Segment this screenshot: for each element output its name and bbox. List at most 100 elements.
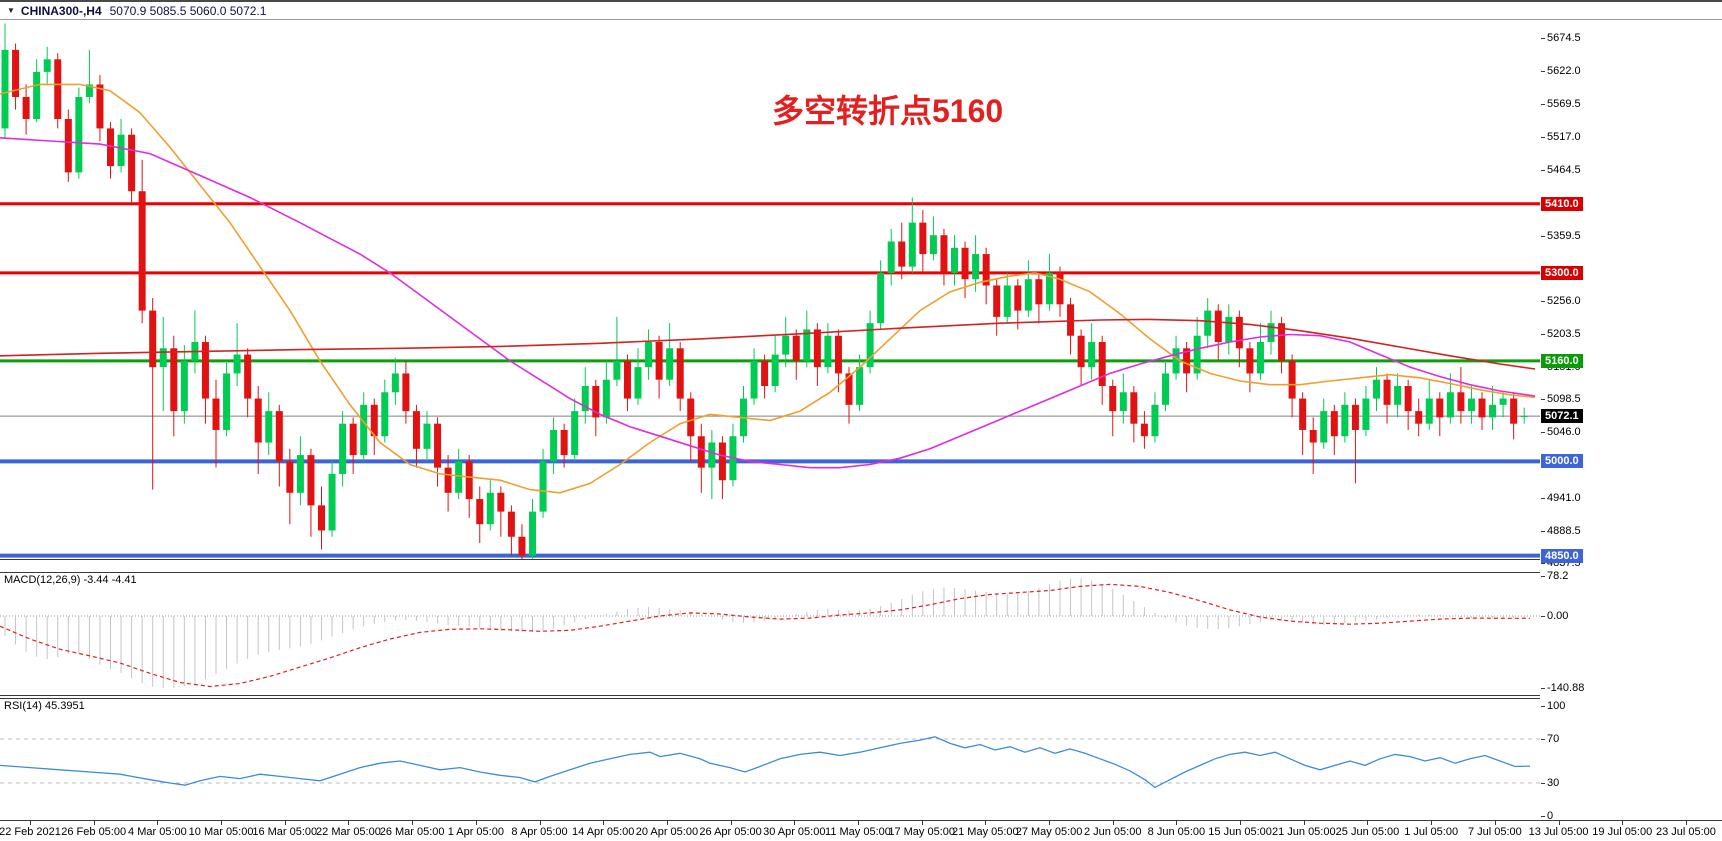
candle-body <box>940 235 948 273</box>
candle-body <box>1446 392 1454 418</box>
rsi-tick-100: 100 <box>1540 700 1566 713</box>
rsi-tick-0: 0 <box>1540 810 1554 823</box>
price-label-5300.0: 5300.0 <box>1541 265 1583 280</box>
price-axis[interactable]: 5674.5 5622.0 5569.5 5517.0 5464.5 5359.5 5256… <box>1540 21 1722 823</box>
candle-body <box>666 348 674 380</box>
candle-body <box>1225 316 1233 343</box>
candle-body <box>75 97 83 173</box>
candle-body <box>486 492 494 525</box>
candle-body <box>1130 392 1138 424</box>
price-tick-5464.5: 5464.5 <box>1541 163 1581 176</box>
candle-body <box>1056 272 1064 305</box>
candle-body <box>866 323 874 368</box>
price-label-5072.1: 5072.1 <box>1541 409 1583 424</box>
time-label: 26 Mar 05:00 <box>379 826 445 838</box>
symbol-dropdown-icon[interactable]: ▼ <box>7 6 15 15</box>
time-tick-mark <box>348 821 350 825</box>
candle-body <box>444 467 452 493</box>
candle-body <box>244 354 252 399</box>
candle-body <box>1067 304 1075 336</box>
candle-body <box>655 342 663 380</box>
candle-body <box>22 97 30 119</box>
candle-body <box>476 499 484 525</box>
time-label: 11 May 05:00 <box>825 826 891 838</box>
candle-body <box>54 59 62 119</box>
candle-body <box>12 49 20 98</box>
ma-slow-red-line <box>0 318 1536 370</box>
candle-body <box>85 84 93 98</box>
candle-body <box>1425 398 1433 424</box>
candle-body <box>307 455 315 506</box>
candle-body <box>455 461 463 493</box>
candle-body <box>1035 279 1043 305</box>
candle-body <box>697 436 705 468</box>
candle-body <box>951 247 958 273</box>
time-tick-mark <box>1622 821 1624 825</box>
price-tick-5359.5: 5359.5 <box>1541 229 1581 242</box>
rsi-indicator-panel[interactable] <box>0 698 1540 820</box>
candle-body <box>634 367 642 399</box>
candle-body <box>529 511 536 556</box>
time-label: 19 Jul 05:00 <box>1592 826 1653 838</box>
price-label-5000.0: 5000.0 <box>1541 454 1583 469</box>
rsi-line <box>0 736 1531 789</box>
candle-body <box>877 272 885 324</box>
candle-body <box>96 84 104 129</box>
time-tick-mark <box>539 821 541 825</box>
candle-body <box>687 398 695 437</box>
candle-body <box>370 404 378 437</box>
candle-body <box>993 285 1001 317</box>
time-label: 4 Mar 05:00 <box>128 826 187 838</box>
candle-body <box>1077 335 1085 368</box>
candle-body <box>1351 404 1359 430</box>
candle-body <box>581 385 589 412</box>
time-label: 8 Jun 05:00 <box>1147 826 1206 838</box>
candle-body <box>1499 398 1507 405</box>
time-label: 27 May 05:00 <box>1015 826 1083 838</box>
candle-body <box>898 241 906 267</box>
candle-body <box>750 360 758 399</box>
macd-tick-0.00: 0.00 <box>1540 610 1569 622</box>
time-label: 22 Mar 05:00 <box>316 826 381 838</box>
candle-body <box>64 119 72 173</box>
candle-body <box>560 429 568 456</box>
time-tick-mark <box>1494 821 1496 825</box>
price-tick-5569.5: 5569.5 <box>1541 97 1581 110</box>
candle-body <box>43 59 51 72</box>
candle-body <box>1341 404 1349 437</box>
time-label: 22 Feb 2021 <box>0 826 61 838</box>
rsi-tick-30: 30 <box>1540 777 1560 790</box>
time-label: 17 May 05:00 <box>888 826 955 838</box>
candle-body <box>813 329 821 368</box>
macd-label: MACD(12,26,9) -3.44 -4.41 <box>4 574 137 586</box>
time-label: 2 Jun 05:00 <box>1083 826 1142 838</box>
candle-body <box>1457 392 1465 412</box>
price-tick-5046: 5046.0 <box>1541 426 1581 439</box>
price-tick-5517: 5517.0 <box>1541 130 1581 143</box>
macd-indicator-panel[interactable] <box>0 572 1540 696</box>
candle-body <box>1520 416 1528 418</box>
time-tick-mark <box>1558 821 1560 825</box>
main-price-chart[interactable] <box>0 21 1540 560</box>
time-axis[interactable]: 22 Feb 2021 26 Feb 05:00 4 Mar 05:00 10 Mar… <box>0 820 1722 841</box>
candle-body <box>834 335 842 374</box>
candle-body <box>961 247 969 280</box>
candle-body <box>423 423 431 449</box>
candle-body <box>1415 411 1423 424</box>
candle-body <box>1362 398 1370 430</box>
time-tick-mark <box>1049 821 1051 825</box>
candle-body <box>676 348 684 399</box>
symbol-timeframe-label: CHINA300-,H4 <box>20 3 102 18</box>
time-tick-mark <box>157 821 159 825</box>
rsi-tick-70: 70 <box>1540 733 1560 746</box>
ma-mid-magenta-line <box>0 137 1536 469</box>
time-label: 8 Apr 05:00 <box>511 826 568 838</box>
time-label: 30 Apr 05:00 <box>763 826 826 838</box>
candle-body <box>803 329 811 361</box>
candle-body <box>539 461 547 512</box>
time-label: 20 Apr 05:00 <box>635 826 699 838</box>
candle-body <box>824 335 832 368</box>
candle-body <box>465 461 473 500</box>
candle-body <box>972 254 980 280</box>
time-tick-mark <box>1303 821 1305 825</box>
